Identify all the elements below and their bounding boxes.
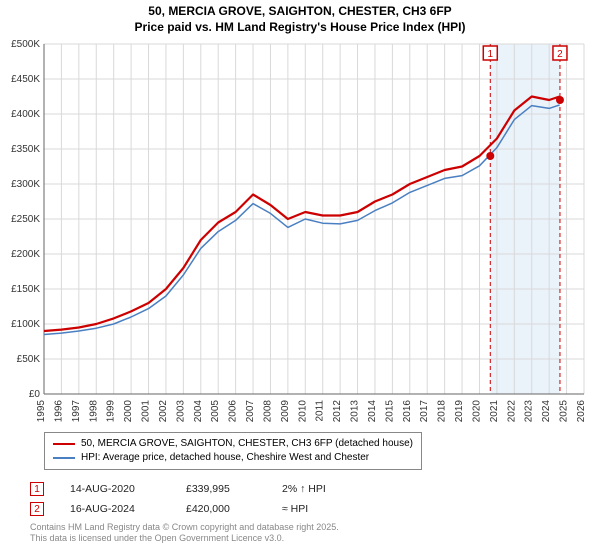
legend-swatch-1	[53, 443, 75, 445]
sale-row-2: 2 16-AUG-2024 £420,000 ≈ HPI	[30, 502, 590, 516]
line-chart-svg: £0 £50K £100K £150K £200K £250K £300K £350K £400…	[0, 38, 600, 428]
svg-text:2025: 2025	[559, 400, 570, 423]
svg-text:1: 1	[488, 49, 494, 60]
svg-text:2000: 2000	[123, 400, 134, 423]
svg-text:2012: 2012	[332, 400, 343, 423]
sale-row-1: 1 14-AUG-2020 £339,995 2% ↑ HPI	[30, 482, 590, 496]
legend-item-1: 50, MERCIA GROVE, SAIGHTON, CHESTER, CH3…	[53, 437, 413, 451]
svg-text:£150K: £150K	[11, 284, 40, 295]
sales-markers-section: 1 14-AUG-2020 £339,995 2% ↑ HPI 2 16-AUG…	[30, 482, 590, 545]
svg-text:2008: 2008	[262, 400, 273, 423]
chart-title: 50, MERCIA GROVE, SAIGHTON, CHESTER, CH3…	[0, 0, 600, 35]
chart-area: £0 £50K £100K £150K £200K £250K £300K £350K £400…	[0, 38, 600, 428]
svg-text:2011: 2011	[315, 400, 326, 422]
sale-price-2: £420,000	[186, 503, 256, 515]
sale-pct-1: 2% ↑ HPI	[282, 483, 352, 495]
svg-text:2003: 2003	[175, 400, 186, 423]
svg-text:2006: 2006	[228, 400, 239, 423]
footer-note: Contains HM Land Registry data © Crown c…	[30, 522, 590, 545]
svg-text:2026: 2026	[576, 400, 587, 423]
svg-text:2015: 2015	[384, 400, 395, 423]
svg-text:2014: 2014	[367, 400, 378, 423]
title-line-2: Price paid vs. HM Land Registry's House …	[0, 20, 600, 36]
sale-date-1: 14-AUG-2020	[70, 483, 160, 495]
legend-swatch-2	[53, 457, 75, 459]
svg-text:2016: 2016	[402, 400, 413, 423]
sale-badge-2: 2	[30, 502, 44, 516]
svg-text:2023: 2023	[524, 400, 535, 423]
svg-text:£200K: £200K	[11, 249, 40, 260]
svg-text:2001: 2001	[141, 400, 152, 423]
legend-label-2: HPI: Average price, detached house, Ches…	[81, 451, 369, 465]
svg-text:£0: £0	[29, 389, 41, 400]
svg-text:£500K: £500K	[11, 39, 40, 50]
svg-text:£400K: £400K	[11, 109, 40, 120]
svg-text:£250K: £250K	[11, 214, 40, 225]
footer-line-2: This data is licensed under the Open Gov…	[30, 533, 590, 544]
svg-text:1996: 1996	[53, 400, 64, 423]
svg-text:2007: 2007	[245, 400, 256, 423]
svg-text:2009: 2009	[280, 400, 291, 423]
svg-text:1995: 1995	[36, 400, 47, 423]
svg-text:£450K: £450K	[11, 74, 40, 85]
svg-text:2005: 2005	[210, 400, 221, 423]
sale-badge-1: 1	[30, 482, 44, 496]
footer-line-1: Contains HM Land Registry data © Crown c…	[30, 522, 590, 533]
legend: 50, MERCIA GROVE, SAIGHTON, CHESTER, CH3…	[44, 432, 422, 470]
svg-text:£100K: £100K	[11, 319, 40, 330]
svg-text:2022: 2022	[506, 400, 517, 423]
svg-text:2002: 2002	[158, 400, 169, 423]
svg-text:2021: 2021	[489, 400, 500, 423]
svg-text:2013: 2013	[350, 400, 361, 423]
svg-text:2024: 2024	[541, 400, 552, 423]
svg-text:2018: 2018	[437, 400, 448, 423]
svg-text:£350K: £350K	[11, 144, 40, 155]
sale-price-1: £339,995	[186, 483, 256, 495]
svg-text:£50K: £50K	[17, 354, 41, 365]
svg-text:1998: 1998	[88, 400, 99, 423]
title-line-1: 50, MERCIA GROVE, SAIGHTON, CHESTER, CH3…	[0, 4, 600, 20]
svg-text:2010: 2010	[297, 400, 308, 423]
svg-text:2: 2	[557, 49, 563, 60]
svg-text:2017: 2017	[419, 400, 430, 423]
svg-text:1999: 1999	[106, 400, 117, 423]
svg-text:2004: 2004	[193, 400, 204, 423]
legend-item-2: HPI: Average price, detached house, Ches…	[53, 451, 413, 465]
svg-text:£300K: £300K	[11, 179, 40, 190]
legend-label-1: 50, MERCIA GROVE, SAIGHTON, CHESTER, CH3…	[81, 437, 413, 451]
svg-text:2020: 2020	[471, 400, 482, 423]
svg-text:2019: 2019	[454, 400, 465, 423]
svg-text:1997: 1997	[71, 400, 82, 423]
sale-date-2: 16-AUG-2024	[70, 503, 160, 515]
sale-pct-2: ≈ HPI	[282, 503, 352, 515]
